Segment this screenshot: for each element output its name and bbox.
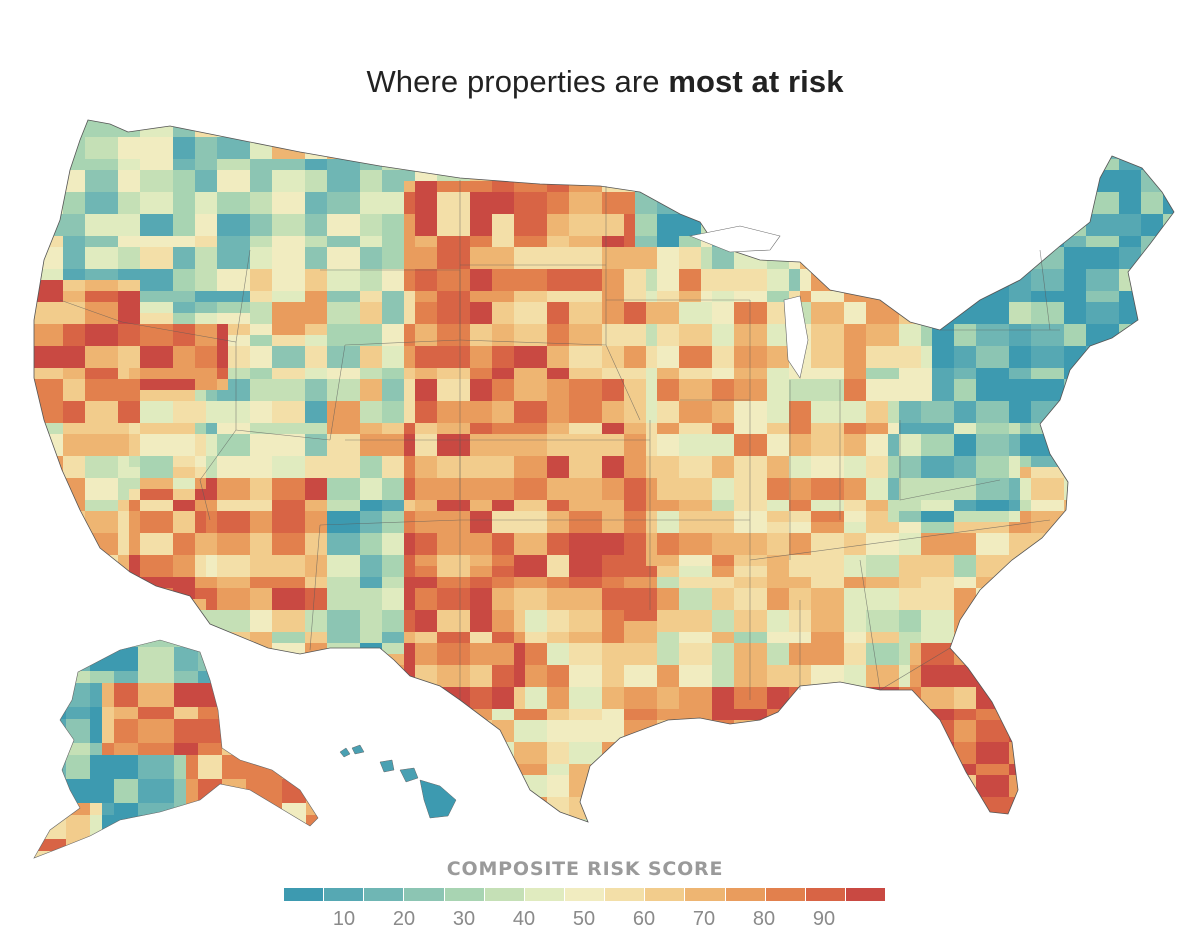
legend-swatch — [444, 888, 485, 901]
legend-swatch — [845, 888, 886, 901]
legend-tick: 30 — [452, 908, 476, 930]
legend-swatch — [564, 888, 606, 901]
great-lakes — [688, 225, 809, 379]
legend-swatch — [404, 888, 445, 901]
legend-swatch — [765, 888, 806, 901]
legend-swatch — [605, 888, 646, 901]
state-borders — [59, 180, 1060, 700]
legend-tick: 40 — [512, 908, 536, 930]
contiguous-us-outline — [33, 119, 1175, 823]
alaska-outline — [33, 639, 319, 859]
legend-swatch — [524, 888, 565, 901]
legend-tick: 70 — [692, 908, 716, 930]
legend-title: COMPOSITE RISK SCORE — [446, 858, 724, 880]
legend-tick-labels: 10 20 30 40 50 60 70 80 90 — [284, 908, 885, 934]
alaska-boroughs — [34, 640, 318, 858]
legend-swatch — [364, 888, 405, 901]
legend-swatch — [805, 888, 846, 901]
legend-swatch — [484, 888, 525, 901]
legend-tick: 50 — [572, 908, 596, 930]
hawaii-islands — [339, 744, 457, 819]
title-text: Where properties are — [366, 64, 669, 99]
legend-swatch — [324, 888, 365, 901]
legend-tick: 20 — [392, 908, 416, 930]
legend-swatch — [645, 888, 686, 901]
legend-tick: 90 — [812, 908, 836, 930]
legend-color-bar — [284, 888, 886, 901]
legend-tick: 60 — [632, 908, 656, 930]
legend-swatch — [685, 888, 726, 901]
legend-swatch — [284, 888, 325, 901]
legend-swatch — [725, 888, 766, 901]
page-title: Where properties are most at risk — [0, 64, 1180, 100]
title-emphasis: most at risk — [668, 64, 844, 99]
legend-tick: 10 — [332, 908, 356, 930]
legend-tick: 80 — [752, 908, 776, 930]
